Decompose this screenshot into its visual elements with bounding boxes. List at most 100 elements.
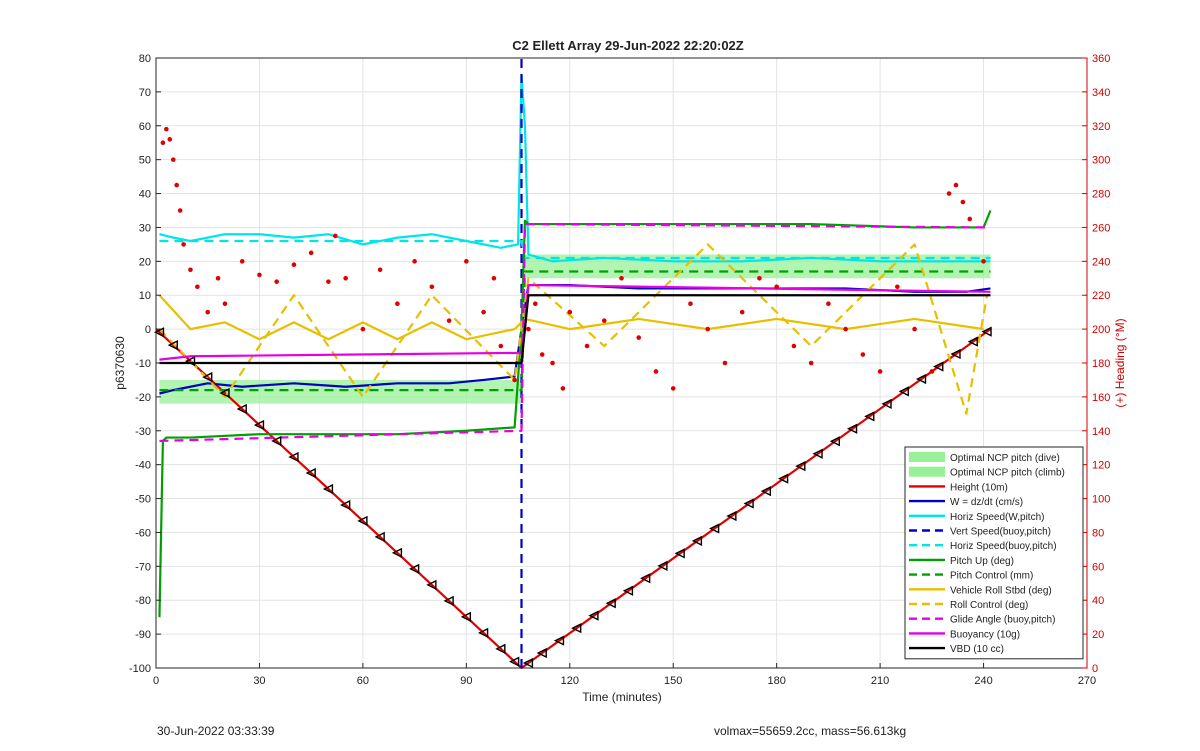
height-marker bbox=[167, 339, 178, 351]
height-marker bbox=[391, 547, 403, 559]
heading-point bbox=[967, 216, 973, 222]
x-tick-label: 0 bbox=[153, 675, 159, 687]
y-tick-label: -10 bbox=[135, 358, 151, 370]
height-marker bbox=[571, 622, 582, 634]
series-line bbox=[159, 73, 991, 263]
heading-point bbox=[181, 242, 186, 247]
height-marker bbox=[622, 585, 634, 596]
legend-label: Pitch Up (deg) bbox=[950, 556, 1014, 567]
series-lines bbox=[155, 58, 992, 670]
heading-point bbox=[491, 275, 497, 281]
heading-point bbox=[774, 284, 779, 290]
heading-point bbox=[333, 233, 338, 239]
y-tick-label: -40 bbox=[135, 460, 151, 472]
height-marker bbox=[443, 595, 454, 606]
height-marker bbox=[522, 657, 534, 669]
heading-point bbox=[170, 157, 176, 162]
y-tick-label: -30 bbox=[135, 426, 151, 438]
heading-point bbox=[895, 284, 900, 290]
series-line bbox=[159, 294, 991, 365]
x-tick-label: 60 bbox=[357, 675, 369, 687]
height-marker bbox=[288, 451, 299, 463]
heading-point bbox=[960, 199, 966, 205]
heading-point bbox=[981, 259, 986, 264]
heading-point bbox=[177, 208, 183, 213]
heading-point bbox=[532, 301, 538, 306]
height-marker bbox=[881, 398, 892, 409]
height-marker bbox=[509, 656, 520, 667]
legend-label: Horiz Speed(buoy,pitch) bbox=[950, 541, 1057, 552]
heading-point bbox=[808, 360, 814, 366]
height-marker bbox=[933, 361, 944, 372]
heading-point bbox=[326, 279, 331, 284]
height-marker bbox=[305, 467, 316, 479]
heading-point bbox=[636, 335, 642, 340]
y-tick-label: -80 bbox=[135, 595, 151, 607]
height-marker bbox=[743, 498, 754, 509]
height-marker bbox=[760, 485, 772, 497]
height-marker bbox=[640, 573, 651, 584]
heading-point bbox=[653, 369, 659, 374]
y-right-tick-label: 240 bbox=[1092, 256, 1110, 268]
heading-point bbox=[395, 301, 400, 306]
heading-point bbox=[205, 309, 211, 315]
height-marker bbox=[915, 373, 927, 385]
x-tick-label: 240 bbox=[974, 675, 992, 687]
chart-title: C2 Ellett Array 29-Jun-2022 22:20:02Z bbox=[512, 38, 744, 53]
y-right-tick-label: 200 bbox=[1092, 324, 1110, 336]
height-marker bbox=[271, 435, 282, 447]
heading-point bbox=[929, 369, 935, 374]
y-right-tick-label: 0 bbox=[1092, 663, 1098, 675]
series-line bbox=[158, 210, 992, 618]
heading-point bbox=[446, 318, 452, 323]
height-marker bbox=[253, 419, 265, 431]
heading-point bbox=[550, 360, 555, 366]
heading-point bbox=[757, 275, 762, 281]
height-marker bbox=[553, 635, 565, 646]
y-tick-label: -100 bbox=[129, 663, 151, 675]
legend-label: VBD (10 cc) bbox=[950, 644, 1004, 655]
x-tick-label: 30 bbox=[253, 675, 265, 687]
height-marker bbox=[184, 355, 196, 367]
heading-point bbox=[860, 352, 866, 357]
height-marker bbox=[374, 531, 385, 543]
height-marker bbox=[236, 403, 247, 415]
series-line bbox=[158, 294, 984, 341]
legend-swatch bbox=[909, 452, 945, 462]
legend-label: Vehicle Roll Stbd (deg) bbox=[950, 585, 1052, 596]
heading-point bbox=[188, 267, 193, 273]
height-marker bbox=[709, 523, 720, 534]
heading-point bbox=[174, 182, 179, 188]
heading-point bbox=[584, 343, 590, 349]
legend-label: Height (10m) bbox=[950, 482, 1008, 493]
footer-volmax: volmax=55659.2cc, mass=56.613kg bbox=[714, 724, 907, 738]
heading-point bbox=[912, 326, 917, 332]
height-marker bbox=[829, 436, 840, 447]
x-tick-label: 120 bbox=[561, 675, 579, 687]
heading-point bbox=[481, 309, 486, 315]
heading-point bbox=[953, 182, 959, 188]
heading-point bbox=[239, 259, 245, 264]
heading-point bbox=[539, 352, 545, 357]
y-right-tick-label: 320 bbox=[1092, 121, 1110, 133]
heading-point bbox=[670, 386, 676, 391]
legend-label: Vert Speed(buoy,pitch) bbox=[950, 527, 1051, 538]
x-tick-label: 270 bbox=[1078, 675, 1096, 687]
legend-label: W = dz/dt (cm/s) bbox=[950, 497, 1023, 508]
y-tick-label: 70 bbox=[139, 87, 151, 99]
series-line bbox=[159, 239, 991, 260]
heading-point bbox=[274, 279, 279, 284]
legend-swatch bbox=[909, 466, 945, 477]
height-marker bbox=[777, 473, 789, 484]
y-tick-label: -50 bbox=[135, 494, 151, 506]
series-line bbox=[158, 243, 989, 415]
legend-label: Horiz Speed(W,pitch) bbox=[950, 512, 1044, 523]
legend-label: Optimal NCP pitch (climb) bbox=[950, 468, 1065, 479]
heading-point bbox=[464, 259, 469, 264]
height-marker bbox=[726, 510, 737, 522]
heading-point bbox=[843, 326, 848, 332]
height-marker bbox=[795, 461, 806, 472]
y-tick-label: 10 bbox=[139, 290, 151, 302]
height-marker bbox=[812, 448, 823, 459]
